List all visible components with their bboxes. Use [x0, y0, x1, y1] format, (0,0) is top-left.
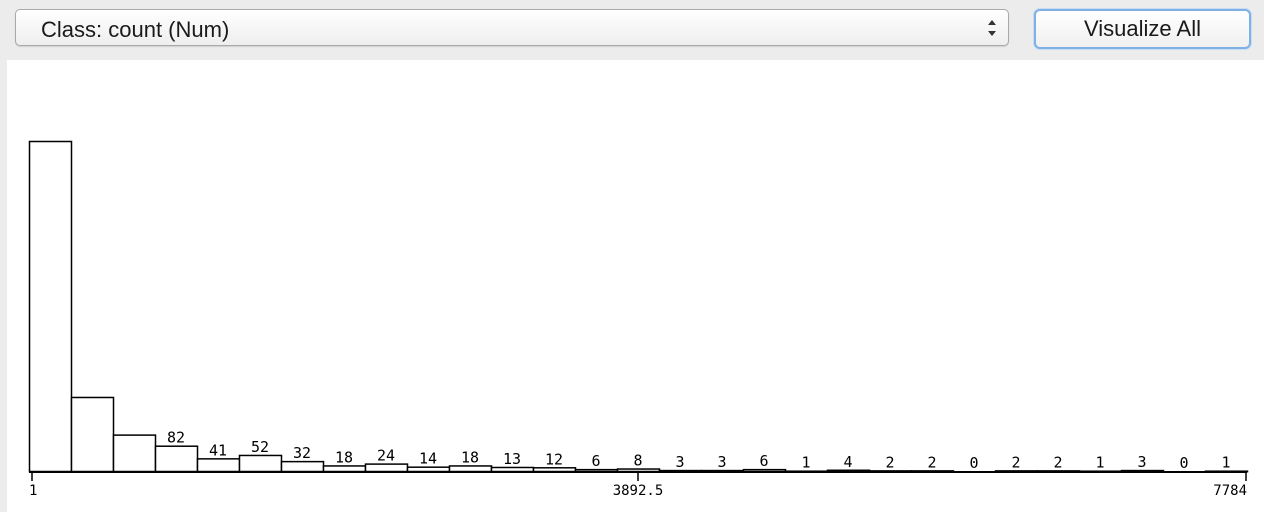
- histogram-bar: [490, 466, 535, 473]
- histogram-bar: [406, 466, 451, 473]
- bar-count-label: 41: [209, 441, 227, 459]
- bar-count-label: 6: [759, 452, 768, 470]
- histogram-bar: [196, 458, 241, 473]
- class-select-value: Class: count (Num): [41, 17, 230, 42]
- histogram-bar: [322, 465, 367, 473]
- histogram-bar: [364, 463, 409, 473]
- histogram-bar: [238, 454, 283, 473]
- bar-count-label: 0: [1179, 454, 1188, 472]
- bar-count-label: 1: [801, 454, 810, 472]
- bar-count-label: 2: [885, 453, 894, 471]
- histogram-bar: [70, 396, 115, 473]
- toolbar: Class: count (Num) Visualize All: [0, 0, 1264, 60]
- histogram-bar: [532, 467, 577, 473]
- bar-count-label: 13: [503, 450, 521, 468]
- histogram-bar: [448, 465, 493, 473]
- histogram-bar: [112, 434, 157, 473]
- bar-count-label: 32: [293, 444, 311, 462]
- histogram-panel: 82 41 52 32 18 24 14 18 13 12 6 8 3 3 6 1 4 2 2 0 2 2 1 3 0 1 1 38…: [7, 60, 1264, 512]
- bar-count-label: 14: [419, 450, 437, 468]
- bar-count-label: 2: [1053, 453, 1062, 471]
- updown-arrows-icon: [988, 20, 996, 36]
- bar-count-label: 0: [969, 454, 978, 472]
- bars-layer: [28, 140, 1249, 473]
- x-axis-tick-label: 1: [29, 483, 37, 499]
- bar-count-label: 3: [675, 453, 684, 471]
- bar-count-label: 1: [1221, 454, 1230, 472]
- bar-count-label: 24: [377, 447, 395, 465]
- bar-count-label: 4: [843, 453, 852, 471]
- bar-count-label: 3: [1137, 453, 1146, 471]
- bar-count-label: 8: [633, 452, 642, 470]
- bar-count-label: 12: [545, 450, 563, 468]
- bar-count-label: 3: [717, 453, 726, 471]
- bar-count-label: 2: [927, 453, 936, 471]
- x-axis-tick-label: 3892.5: [613, 483, 664, 499]
- bar-count-label: 52: [251, 438, 269, 456]
- bar-count-label: 6: [591, 452, 600, 470]
- x-axis-tick-label: 7784: [1213, 483, 1247, 499]
- bar-count-label: 82: [167, 429, 185, 447]
- histogram-bar: [28, 140, 73, 473]
- bar-count-label: 18: [335, 448, 353, 466]
- class-select-dropdown[interactable]: Class: count (Num): [15, 9, 1009, 46]
- x-axis: 1 3892.5 7784: [29, 471, 1247, 499]
- visualize-all-button[interactable]: Visualize All: [1034, 9, 1251, 49]
- histogram-bar: [280, 460, 325, 473]
- bar-count-label: 18: [461, 448, 479, 466]
- bar-count-label: 2: [1011, 453, 1020, 471]
- bar-count-label: 1: [1095, 454, 1104, 472]
- histogram-bar: [154, 445, 199, 473]
